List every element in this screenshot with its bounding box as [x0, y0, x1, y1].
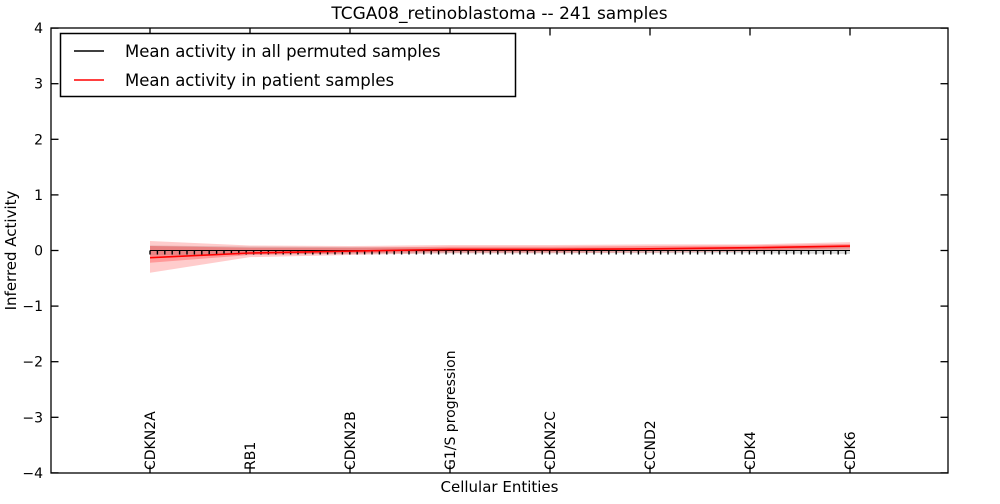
y-tick-label: 2 [34, 132, 43, 148]
patient-mean-line [149, 245, 851, 259]
axis-tick-labels: 4 3 2 1 0 −1 −2 −3 −4 CDKN2A RB1 CDKN2B G1/S progres… [22, 21, 858, 482]
x-tick-label: CCND2 [643, 420, 659, 470]
legend: Mean activity in all permuted samples Me… [59, 32, 517, 98]
legend-label-patient: Mean activity in patient samples [125, 71, 394, 90]
x-tick-label: CDK4 [743, 431, 759, 470]
y-tick-label: −1 [22, 299, 43, 315]
chart-title: TCGA08_retinoblastoma -- 241 samples [330, 4, 667, 24]
series-lines [149, 245, 851, 259]
x-axis-label: Cellular Entities [441, 478, 559, 496]
axis-ticks [51, 27, 948, 474]
y-tick-label: −3 [22, 410, 43, 426]
legend-label-permuted: Mean activity in all permuted samples [125, 42, 441, 61]
y-tick-label: −4 [22, 466, 43, 482]
y-tick-label: 0 [34, 244, 43, 260]
y-axis-label: Inferred Activity [2, 190, 20, 310]
x-tick-label: CDK6 [843, 431, 859, 470]
y-tick-label: 3 [34, 77, 43, 93]
legend-box [59, 32, 517, 98]
x-tick-label: CDKN2B [343, 411, 359, 470]
y-tick-label: −2 [22, 355, 43, 371]
y-tick-label: 1 [34, 188, 43, 204]
x-tick-label: CDKN2C [543, 411, 559, 470]
x-tick-label: CDKN2A [143, 411, 159, 470]
x-tick-label: G1/S progression [443, 350, 459, 470]
x-tick-label: RB1 [243, 442, 259, 470]
y-tick-label: 4 [34, 21, 43, 37]
